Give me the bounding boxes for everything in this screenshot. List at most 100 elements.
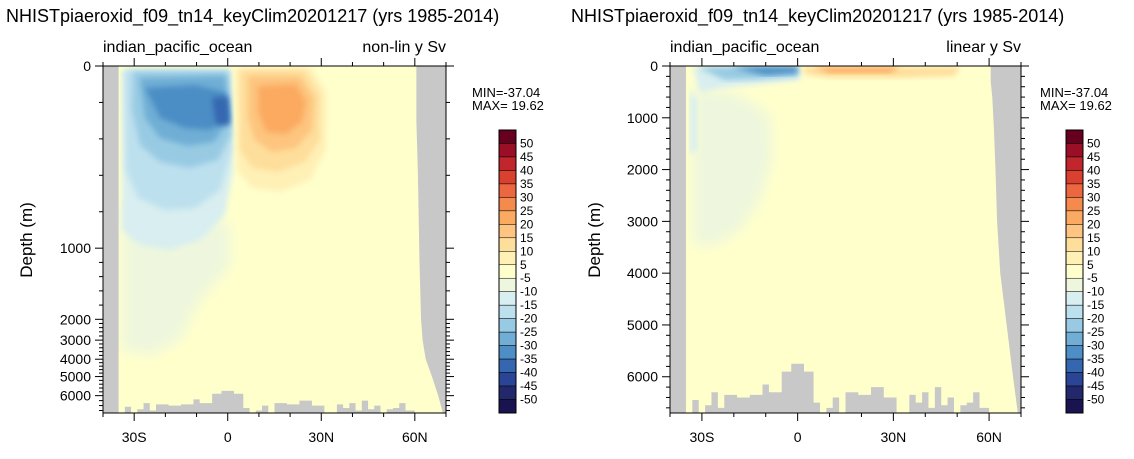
left-axes: 30S 0 30N 60N 0 1000 2000 3000 4000 5000 6000 bbox=[60, 58, 454, 445]
left-max-label: MAX= 19.62 bbox=[472, 98, 544, 113]
land-west-coast bbox=[670, 66, 686, 413]
colorbar-swatch bbox=[1065, 210, 1084, 225]
colorbar-label: 45 bbox=[520, 150, 534, 164]
colorbar-label: -40 bbox=[1087, 366, 1105, 380]
left-plot-field bbox=[103, 66, 446, 413]
right-plot-field bbox=[670, 66, 1021, 413]
colorbar-label: 50 bbox=[520, 136, 534, 150]
colorbar-label: -20 bbox=[1087, 312, 1105, 326]
y-tick-label: 4000 bbox=[60, 351, 91, 367]
y-tick-label: 0 bbox=[83, 58, 91, 74]
y-tick-label: 3000 bbox=[60, 332, 91, 348]
colorbar-swatch bbox=[1065, 143, 1084, 158]
colorbar-label: -25 bbox=[1087, 325, 1105, 339]
colorbar-label: -20 bbox=[520, 312, 538, 326]
colorbar-label: -10 bbox=[520, 285, 538, 299]
colorbar-label: 10 bbox=[1087, 244, 1101, 258]
colorbar-swatch bbox=[498, 372, 517, 387]
colorbar-label: -10 bbox=[1087, 285, 1105, 299]
y-tick-label: 6000 bbox=[60, 388, 91, 404]
colorbar-swatch bbox=[1065, 197, 1084, 212]
x-tick-label: 0 bbox=[224, 429, 232, 445]
colorbar-swatch bbox=[498, 183, 517, 198]
left-negative-cell bbox=[122, 70, 233, 250]
y-tick-label: 2000 bbox=[627, 162, 658, 178]
right-region-label: indian_pacific_ocean bbox=[670, 39, 819, 56]
colorbar-label: 20 bbox=[520, 217, 534, 231]
colorbar-label: 40 bbox=[1087, 163, 1101, 177]
colorbar-swatch bbox=[498, 197, 517, 212]
y-tick-label: 1000 bbox=[627, 110, 658, 126]
right-positive-cell bbox=[802, 67, 960, 78]
colorbar-swatch bbox=[498, 170, 517, 185]
colorbar-label: 35 bbox=[520, 177, 534, 191]
colorbar-label: 35 bbox=[1087, 177, 1101, 191]
colorbar-label: -45 bbox=[520, 379, 538, 393]
colorbar-swatch bbox=[1065, 358, 1084, 373]
land-seafloor bbox=[685, 363, 990, 413]
colorbar-label: -35 bbox=[520, 352, 538, 366]
right-title: NHISTpiaeroxid_f09_tn14_keyClim20201217 … bbox=[571, 6, 1064, 27]
colorbar-swatch bbox=[1065, 291, 1084, 306]
colorbar-label: 15 bbox=[520, 231, 534, 245]
x-tick-label: 30N bbox=[308, 429, 334, 445]
x-tick-label: 0 bbox=[794, 429, 802, 445]
colorbar-swatch bbox=[498, 345, 517, 360]
land-seafloor bbox=[118, 390, 415, 413]
colorbar-swatch bbox=[1065, 251, 1084, 266]
left-y-axis-label: Depth (m) bbox=[17, 202, 36, 278]
colorbar-swatch bbox=[1065, 399, 1084, 414]
colorbar-swatch bbox=[498, 129, 517, 144]
x-tick-label: 60N bbox=[976, 429, 1002, 445]
colorbar-label: 5 bbox=[1087, 258, 1094, 272]
colorbar-swatch bbox=[498, 385, 517, 400]
colorbar-swatch bbox=[1065, 237, 1084, 252]
colorbar-swatch bbox=[498, 331, 517, 346]
colorbar-swatch bbox=[1065, 304, 1084, 319]
colorbar-swatch bbox=[498, 143, 517, 158]
y-tick-label: 0 bbox=[650, 58, 658, 74]
colorbar-label: 25 bbox=[520, 204, 534, 218]
colorbar-swatch bbox=[498, 304, 517, 319]
colorbar-label: -30 bbox=[1087, 339, 1105, 353]
colorbar-swatch bbox=[498, 264, 517, 279]
colorbar-swatch bbox=[1065, 129, 1084, 144]
left-title: NHISTpiaeroxid_f09_tn14_keyClim20201217 … bbox=[6, 6, 499, 27]
left-region-label: indian_pacific_ocean bbox=[103, 39, 252, 56]
colorbar-label: -15 bbox=[1087, 298, 1105, 312]
colorbar-swatch bbox=[1065, 331, 1084, 346]
y-tick-label: 5000 bbox=[627, 317, 658, 333]
right-deep-cell bbox=[693, 85, 772, 245]
right-min-label: MIN=-37.04 bbox=[1040, 85, 1108, 100]
right-land-mask bbox=[670, 66, 1021, 413]
x-tick-label: 30S bbox=[689, 429, 714, 445]
colorbar-swatch bbox=[498, 358, 517, 373]
x-tick-label: 30N bbox=[881, 429, 907, 445]
colorbar-swatch bbox=[1065, 345, 1084, 360]
y-tick-label: 2000 bbox=[60, 311, 91, 327]
colorbar-swatch bbox=[1065, 183, 1084, 198]
colorbar-label: -35 bbox=[1087, 352, 1105, 366]
colorbar-swatch bbox=[1065, 277, 1084, 292]
colorbar-label: 30 bbox=[1087, 190, 1101, 204]
colorbar-label: 10 bbox=[520, 244, 534, 258]
colorbar-label: 50 bbox=[1087, 136, 1101, 150]
colorbar-label: -40 bbox=[520, 366, 538, 380]
colorbar-frame bbox=[498, 129, 517, 414]
colorbar-label: 5 bbox=[520, 258, 527, 272]
colorbar-swatch bbox=[498, 237, 517, 252]
left-panel: NHISTpiaeroxid_f09_tn14_keyClim20201217 … bbox=[6, 6, 544, 445]
land-east-slope bbox=[990, 66, 1021, 413]
right-colorbar: 5045403530252015105-5-10-15-20-25-30-35-… bbox=[1065, 129, 1105, 414]
colorbar-label: -50 bbox=[520, 393, 538, 407]
y-tick-label: 4000 bbox=[627, 265, 658, 281]
right-plot-frame bbox=[669, 65, 1022, 414]
colorbar-swatch bbox=[498, 251, 517, 266]
left-plot-frame bbox=[102, 65, 447, 414]
colorbar-label: 45 bbox=[1087, 150, 1101, 164]
colorbar-swatch bbox=[498, 318, 517, 333]
colorbar-label: -5 bbox=[1087, 271, 1098, 285]
y-tick-label: 1000 bbox=[60, 240, 91, 256]
right-y-axis-label: Depth (m) bbox=[585, 202, 604, 278]
